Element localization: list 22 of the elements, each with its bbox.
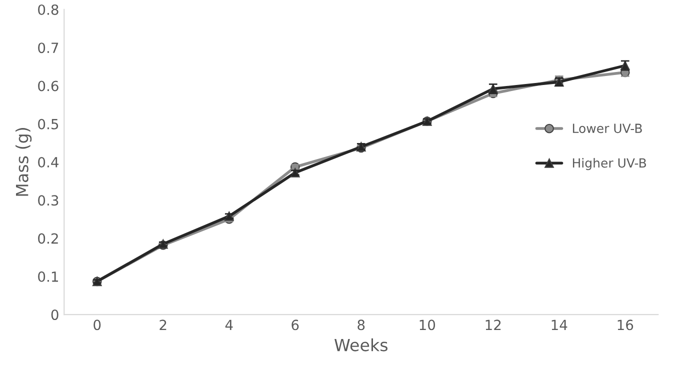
y-tick-label: 0.5 — [38, 118, 58, 130]
legend-label: Higher UV-B — [572, 158, 646, 170]
legend-label: Lower UV-B — [572, 124, 642, 134]
y-tick-label: 0.8 — [38, 4, 58, 15]
x-tick-label: 8 — [358, 320, 365, 330]
x-tick-label: 12 — [486, 320, 501, 330]
x-tick-label: 14 — [552, 320, 568, 330]
x-axis-title: Weeks — [334, 338, 388, 352]
x-tick-label: 10 — [420, 320, 436, 330]
y-tick-label: 0.1 — [38, 271, 58, 282]
x-tick-label: 16 — [618, 320, 634, 330]
y-tick-label: 0.2 — [38, 233, 58, 244]
y-axis-title: Mass (g) — [16, 128, 32, 196]
y-tick-label: 0 — [51, 310, 58, 320]
y-tick-label: 0.6 — [38, 80, 58, 92]
x-tick-label: 6 — [292, 320, 299, 330]
y-tick-label: 0.7 — [38, 42, 58, 54]
x-tick-label: 2 — [160, 320, 166, 330]
x-tick-label: 4 — [225, 320, 233, 330]
y-tick-label: 0.3 — [38, 195, 58, 206]
x-tick-label: 0 — [94, 320, 101, 330]
y-tick-label: 0.4 — [38, 156, 58, 168]
